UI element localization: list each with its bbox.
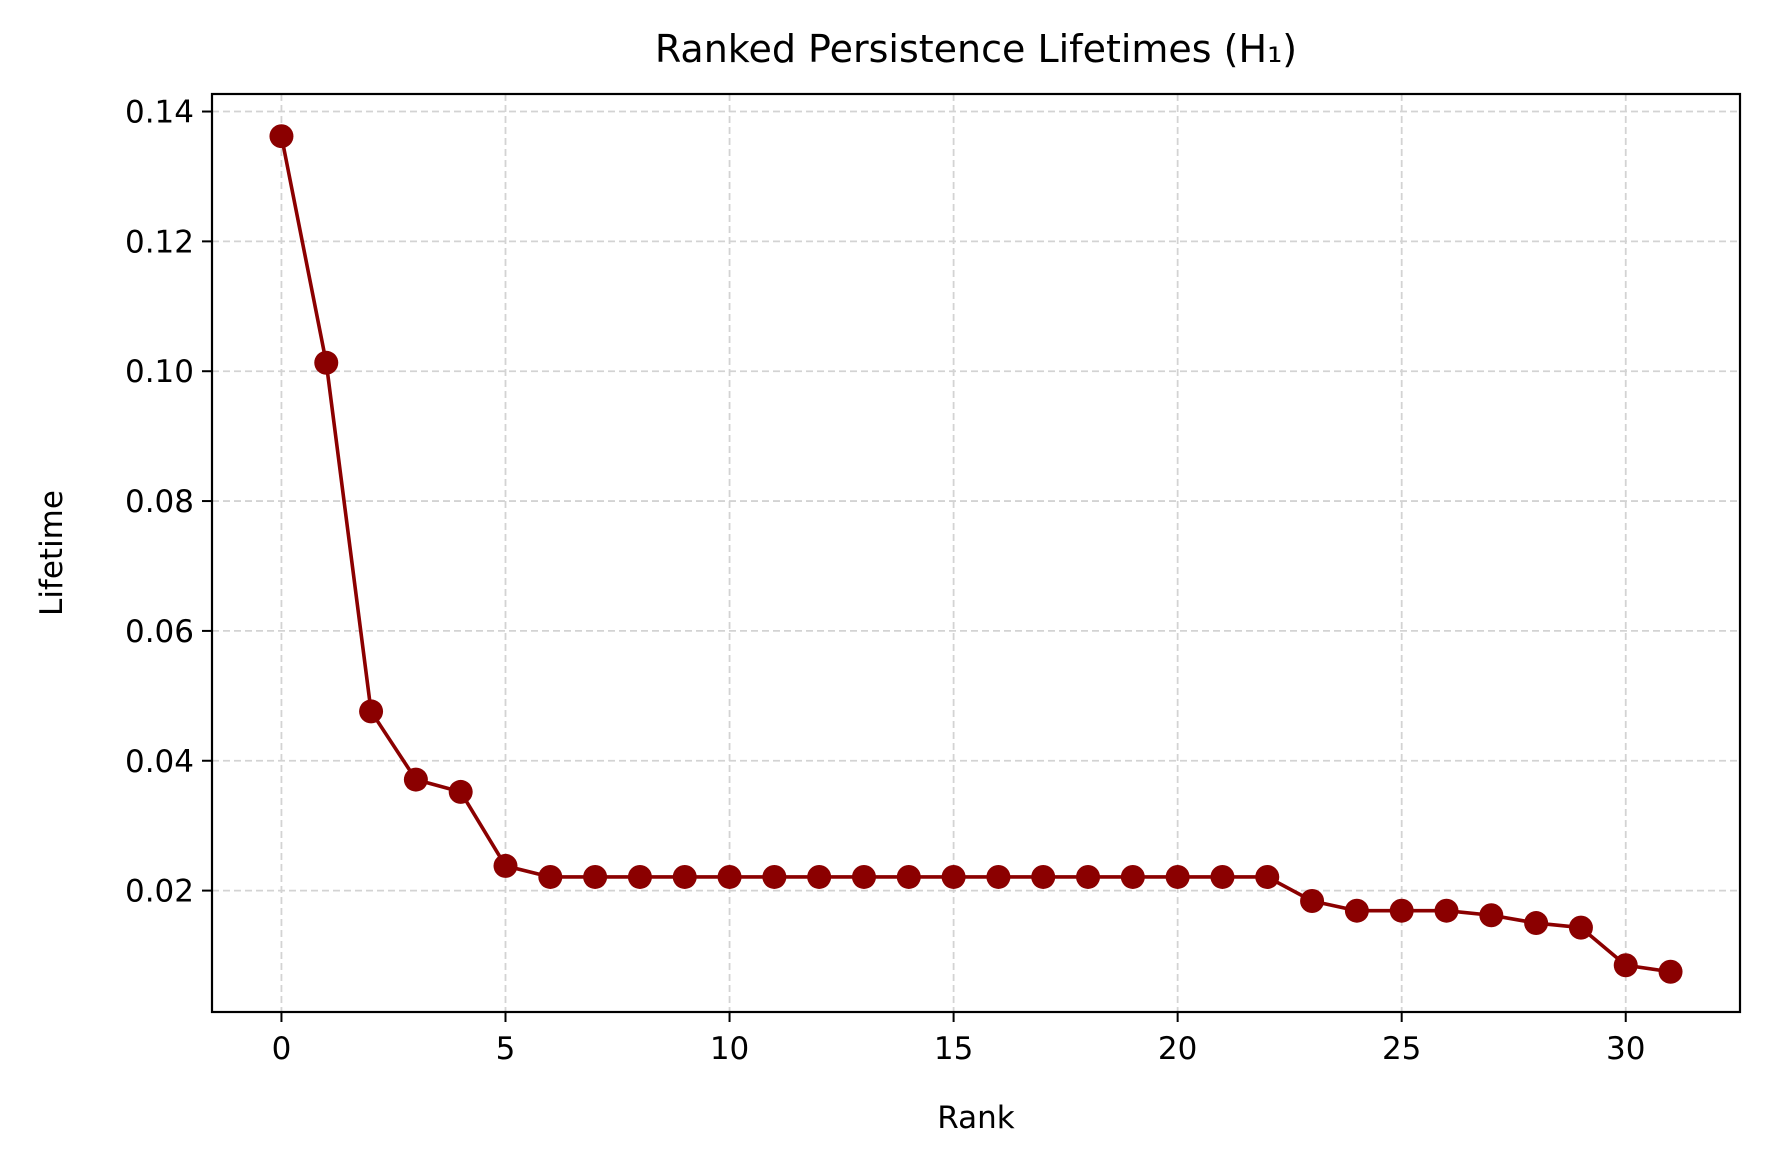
data-point <box>1076 864 1101 889</box>
data-point <box>1613 953 1638 978</box>
data-point <box>717 864 742 889</box>
data-point <box>1658 959 1683 984</box>
data-point <box>1344 898 1369 923</box>
y-tick-label: 0.12 <box>125 224 194 260</box>
data-point <box>1031 864 1056 889</box>
x-tick-label: 15 <box>934 1031 973 1067</box>
plot-area-frame <box>210 92 1742 1014</box>
axis-ticks: 0 5 10 15 20 25 30 0.02 0.04 0.06 0.08 0.10 0.12 0.14 <box>125 95 1645 1067</box>
data-point <box>1479 903 1504 928</box>
y-tick-label: 0.06 <box>125 614 194 650</box>
x-tick-label: 20 <box>1158 1031 1197 1067</box>
data-point <box>627 864 652 889</box>
x-tick-label: 0 <box>272 1031 292 1067</box>
y-tick-label: 0.14 <box>125 95 194 131</box>
data-point <box>1568 915 1593 940</box>
y-tick-label: 0.08 <box>125 484 194 520</box>
data-point <box>1210 864 1235 889</box>
data-point <box>762 864 787 889</box>
y-tick-label: 0.02 <box>125 874 194 910</box>
data-point <box>314 350 339 375</box>
data-point <box>1165 864 1190 889</box>
data-point <box>1255 864 1280 889</box>
grid-lines <box>212 94 1740 1012</box>
data-point <box>583 864 608 889</box>
data-point <box>986 864 1011 889</box>
data-point <box>1434 898 1459 923</box>
y-tick-label: 0.10 <box>125 354 194 390</box>
data-point <box>269 124 294 149</box>
data-point <box>538 864 563 889</box>
data-point <box>896 864 921 889</box>
data-point <box>1120 864 1145 889</box>
data-point <box>493 853 518 878</box>
x-tick-label: 5 <box>496 1031 516 1067</box>
data-point <box>359 699 384 724</box>
data-point <box>448 779 473 804</box>
data-point <box>807 864 832 889</box>
x-axis-title: Rank <box>937 1100 1015 1136</box>
series-layer <box>269 124 1683 984</box>
data-point <box>1300 888 1325 913</box>
x-tick-label: 25 <box>1382 1031 1421 1067</box>
chart-title: Ranked Persistence Lifetimes (H₁) <box>655 27 1297 71</box>
data-point <box>1389 898 1414 923</box>
y-axis-title: Lifetime <box>34 490 70 616</box>
data-point <box>941 864 966 889</box>
data-point <box>403 767 428 792</box>
x-tick-label: 10 <box>710 1031 749 1067</box>
data-point <box>672 864 697 889</box>
x-tick-label: 30 <box>1606 1031 1645 1067</box>
y-tick-label: 0.04 <box>125 744 194 780</box>
data-point <box>1524 911 1549 936</box>
data-point <box>851 864 876 889</box>
